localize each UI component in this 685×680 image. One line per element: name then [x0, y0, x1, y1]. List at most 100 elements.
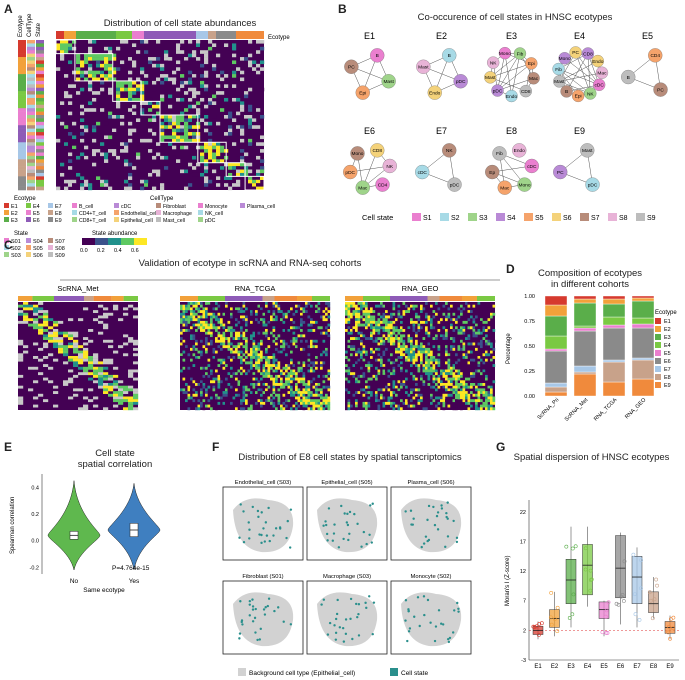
heatmap-cell: [400, 404, 403, 408]
heatmap-cell: [492, 339, 496, 343]
heatmap-cell: [244, 166, 249, 170]
side-annotation-cell: [36, 172, 44, 177]
heatmap-cell: [43, 312, 49, 316]
heatmap-cell: [255, 383, 258, 386]
heatmap-cell: [96, 53, 101, 58]
heatmap-cell: [267, 385, 271, 389]
heatmap-cell: [217, 326, 221, 330]
heatmap-cell: [92, 40, 97, 44]
heatmap-cell: [64, 94, 69, 99]
heatmap-cell: [68, 380, 74, 384]
side-annotation-cell: [36, 111, 44, 116]
heatmap-cell: [467, 315, 471, 319]
heatmap-cell: [235, 350, 238, 354]
heatmap-cell: [475, 404, 478, 408]
heatmap-cell: [395, 347, 398, 351]
heatmap-cell: [405, 350, 408, 354]
network-node-label: cDC: [594, 83, 604, 89]
heatmap-cell: [192, 312, 196, 316]
heatmap-cell: [345, 377, 348, 381]
heatmap-cell: [200, 84, 205, 88]
heatmap-cell: [482, 393, 486, 397]
heatmap-cell: [280, 404, 283, 408]
heatmap-cell: [267, 345, 271, 349]
heatmap-cell: [347, 401, 351, 405]
heatmap-cell: [460, 391, 463, 394]
heatmap-cell: [292, 407, 296, 411]
heatmap-cell: [200, 302, 203, 305]
heatmap-cell: [228, 162, 233, 167]
heatmap-cell: [84, 128, 89, 133]
cell-state-legend-item: S9: [647, 215, 656, 222]
heatmap-cell: [100, 80, 105, 85]
heatmap-cell: [292, 377, 296, 381]
heatmap-cell: [430, 401, 433, 405]
heatmap-cell: [377, 361, 381, 365]
heatmap-cell: [156, 104, 161, 109]
heatmap-cell: [320, 401, 323, 405]
heatmap-cell: [392, 383, 396, 386]
heatmap-cell: [415, 388, 418, 392]
heatmap-cell: [272, 318, 276, 322]
heatmap-cell: [83, 366, 89, 370]
heatmap-cell: [88, 108, 93, 112]
heatmap-cell: [248, 138, 253, 143]
heatmap-cell: [182, 388, 186, 392]
heatmap-cell: [365, 323, 368, 327]
heatmap-cell: [490, 315, 493, 319]
side-annotation-cell: [27, 40, 35, 44]
heatmap-cell: [302, 401, 306, 405]
heatmap-cell: [365, 356, 368, 359]
side-annotation-cell: [27, 142, 35, 146]
heatmap-cell: [248, 179, 253, 184]
heatmap-cell: [235, 331, 238, 335]
heatmap-cell: [195, 312, 198, 316]
heatmap-cell: [160, 125, 165, 129]
y-tick-label: 0.0: [31, 539, 39, 545]
heatmap-cell: [420, 350, 423, 354]
heatmap-cell: [180, 50, 185, 54]
heatmap-cell: [204, 176, 209, 180]
cell-state-dot: [288, 546, 292, 549]
heatmap-cell: [472, 374, 476, 378]
cell-state-dot: [404, 599, 408, 602]
heatmap-cell: [116, 97, 121, 102]
heatmap-cell: [88, 57, 93, 61]
heatmap-cell: [108, 388, 114, 392]
heatmap-cell: [250, 385, 253, 389]
heatmap-cell: [377, 326, 381, 330]
heatmap-cell: [192, 323, 196, 327]
heatmap-cell: [217, 374, 221, 378]
heatmap-cell: [422, 347, 426, 351]
heatmap-cell: [460, 380, 463, 384]
heatmap-cell: [350, 302, 353, 305]
heatmap-cell: [242, 393, 246, 397]
heatmap-cell: [400, 377, 403, 381]
cell-state-dot: [409, 509, 413, 512]
heatmap-cell: [300, 366, 303, 370]
heatmap-cell: [385, 318, 388, 322]
heatmap-cell: [487, 353, 491, 357]
heatmap-cell: [395, 326, 398, 330]
heatmap-cell: [357, 318, 361, 322]
heatmap-cell: [38, 307, 44, 311]
heatmap-cell: [260, 135, 265, 140]
heatmap-cell: [108, 385, 114, 389]
cell-state-dot: [325, 532, 329, 536]
heatmap-cell: [232, 162, 237, 167]
heatmap-cell: [427, 369, 431, 373]
heatmap-cell: [442, 407, 446, 411]
legend-ecotype-item: E9: [55, 218, 62, 224]
heatmap-cell: [242, 353, 246, 357]
heatmap-cell: [482, 329, 486, 332]
heatmap-cell: [197, 307, 201, 311]
heatmap-cell: [482, 320, 486, 324]
heatmap-cell: [197, 404, 201, 408]
heatmap-cell: [297, 356, 301, 359]
abundance-colorbar-segment: [134, 238, 147, 245]
heatmap-cell: [472, 399, 476, 403]
side-annotation-cell: [27, 128, 35, 133]
heatmap-cell: [262, 366, 266, 370]
heatmap-cell: [182, 320, 186, 324]
heatmap-cell: [445, 377, 448, 381]
